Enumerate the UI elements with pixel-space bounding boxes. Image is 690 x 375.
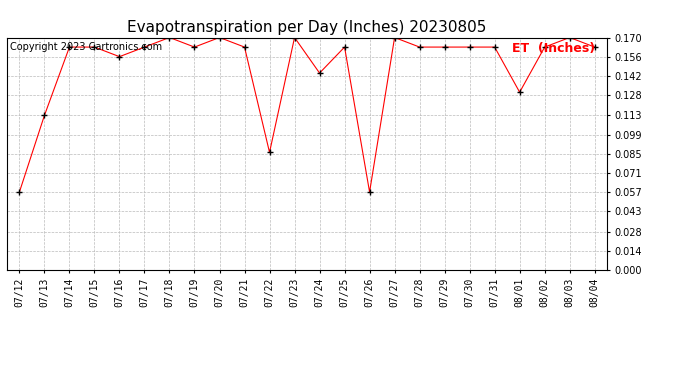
Text: ET  (Inches): ET (Inches) (512, 42, 595, 55)
Text: Copyright 2023 Cartronics.com: Copyright 2023 Cartronics.com (10, 42, 162, 52)
Title: Evapotranspiration per Day (Inches) 20230805: Evapotranspiration per Day (Inches) 2023… (128, 20, 486, 35)
